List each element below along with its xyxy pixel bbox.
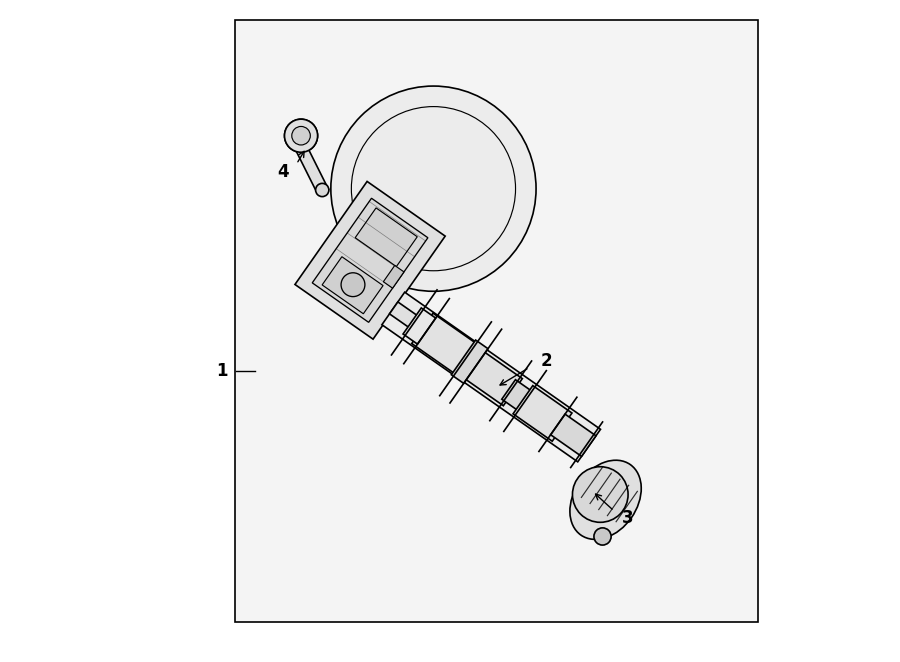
- Polygon shape: [502, 380, 534, 412]
- Circle shape: [292, 126, 310, 145]
- Polygon shape: [356, 208, 418, 267]
- Polygon shape: [382, 292, 600, 462]
- Polygon shape: [383, 265, 404, 288]
- Polygon shape: [322, 257, 383, 314]
- Bar: [235, 20, 758, 622]
- Polygon shape: [411, 313, 478, 375]
- Circle shape: [572, 467, 628, 522]
- Polygon shape: [295, 181, 446, 339]
- Circle shape: [284, 119, 318, 152]
- Polygon shape: [513, 385, 572, 442]
- Circle shape: [594, 528, 611, 545]
- Circle shape: [341, 273, 365, 297]
- Text: 4: 4: [277, 163, 289, 181]
- Polygon shape: [296, 150, 328, 190]
- Polygon shape: [390, 302, 418, 328]
- Circle shape: [284, 119, 318, 152]
- Polygon shape: [312, 198, 427, 322]
- Circle shape: [316, 183, 328, 197]
- Polygon shape: [462, 350, 522, 406]
- Polygon shape: [551, 414, 596, 456]
- Text: 1: 1: [216, 361, 228, 380]
- Polygon shape: [451, 340, 488, 383]
- Ellipse shape: [570, 460, 641, 540]
- Circle shape: [331, 86, 536, 291]
- Text: 3: 3: [622, 508, 634, 527]
- Polygon shape: [403, 308, 436, 344]
- Text: 2: 2: [540, 352, 552, 370]
